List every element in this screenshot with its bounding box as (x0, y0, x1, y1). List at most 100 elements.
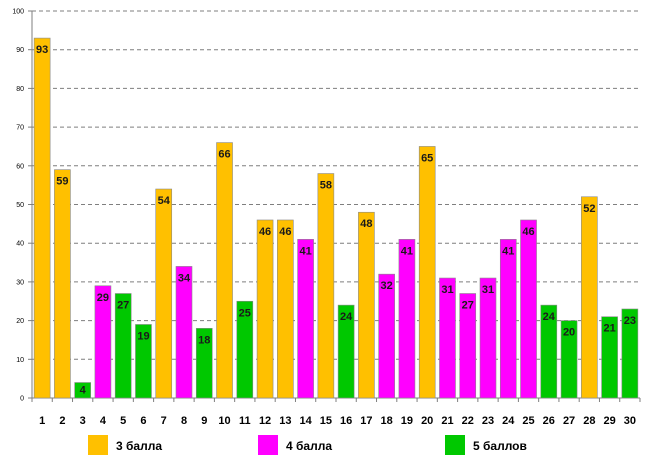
bar-9 (195, 328, 213, 399)
x-tick-label: 22 (462, 415, 474, 427)
y-tick-label: 20 (16, 318, 24, 325)
data-label: 31 (482, 284, 494, 296)
bar-21 (439, 277, 456, 399)
data-label: 27 (462, 300, 474, 312)
data-labels: 93 59 4 29 27 19 54 34 18 66 25 46 46 41 58 24 48 32 41 65 3… (36, 44, 636, 396)
data-label: 32 (381, 280, 393, 292)
y-axis-ticks: 0 10 20 30 40 50 60 70 80 90 100 (12, 9, 24, 403)
data-label: 31 (441, 284, 453, 296)
x-tick-label: 13 (279, 415, 291, 427)
x-tick-label: 11 (239, 415, 251, 427)
data-label: 34 (178, 272, 191, 284)
x-tick-label: 3 (80, 415, 86, 427)
data-label: 25 (239, 307, 251, 319)
x-tick-label: 4 (100, 415, 107, 427)
data-label: 54 (158, 195, 171, 207)
data-label: 65 (421, 152, 433, 164)
axes (28, 10, 641, 402)
y-tick-label: 50 (16, 202, 24, 209)
bar-19 (398, 239, 416, 399)
gridlines (32, 10, 640, 360)
x-tick-label: 29 (603, 415, 615, 427)
legend-label-5: 5 баллов (473, 439, 527, 453)
x-tick-label: 7 (161, 415, 167, 427)
legend-swatch-3 (88, 435, 108, 455)
bar-29 (601, 316, 618, 399)
bar-14 (297, 239, 314, 399)
y-tick-label: 0 (20, 396, 24, 403)
data-label: 41 (299, 245, 311, 257)
bar-4 (94, 285, 112, 399)
legend-label-4: 4 балла (286, 439, 332, 453)
data-label: 29 (97, 292, 109, 304)
x-tick-label: 26 (543, 415, 555, 427)
x-tick-label: 12 (259, 415, 271, 427)
data-label: 23 (624, 315, 636, 327)
y-tick-label: 60 (16, 163, 24, 170)
x-tick-label: 28 (583, 415, 595, 427)
x-tick-label: 20 (421, 415, 433, 427)
x-tick-label: 23 (482, 415, 494, 427)
x-tick-label: 18 (381, 415, 393, 427)
bar-8 (175, 266, 193, 399)
x-tick-label: 24 (502, 415, 515, 427)
x-tick-label: 6 (140, 415, 146, 427)
bar-11 (236, 300, 254, 399)
data-label: 19 (137, 330, 149, 342)
x-tick-label: 30 (624, 415, 636, 427)
x-tick-label: 27 (563, 415, 575, 427)
x-tick-label: 1 (39, 415, 45, 427)
y-tick-label: 70 (16, 125, 24, 132)
x-tick-label: 5 (120, 415, 126, 427)
x-tick-label: 25 (522, 415, 534, 427)
data-label: 58 (320, 180, 332, 192)
data-label: 66 (218, 149, 230, 161)
bar-17 (358, 211, 375, 399)
x-tick-label: 16 (340, 415, 352, 427)
data-label: 41 (502, 245, 514, 257)
y-tick-label: 90 (16, 47, 24, 54)
data-label: 59 (56, 176, 68, 188)
y-tick-label: 30 (16, 279, 24, 286)
bar-18 (378, 273, 395, 399)
bar-16 (337, 304, 355, 399)
data-label: 18 (198, 334, 210, 346)
bar-12 (256, 219, 274, 399)
legend-label-3: 3 балла (116, 439, 162, 453)
data-label: 48 (360, 218, 372, 230)
x-tick-label: 9 (201, 415, 207, 427)
legend-swatch-4 (258, 435, 278, 455)
x-tick-label: 19 (401, 415, 413, 427)
bar-26 (540, 304, 558, 399)
bar-2 (54, 169, 71, 399)
data-label: 27 (117, 300, 129, 312)
bar-22 (459, 293, 477, 399)
data-label: 46 (522, 226, 534, 238)
bar-30 (621, 308, 639, 399)
bar-25 (520, 219, 537, 399)
data-label: 20 (563, 327, 575, 339)
y-tick-label: 10 (16, 357, 24, 364)
bar-15 (317, 173, 335, 399)
y-tick-label: 40 (16, 241, 24, 248)
x-tick-label: 14 (299, 415, 312, 427)
bar-6 (135, 324, 152, 399)
y-tick-label: 100 (12, 9, 24, 16)
legend-swatch-5 (445, 435, 465, 455)
data-label: 46 (259, 226, 271, 238)
data-label: 24 (543, 311, 556, 323)
x-tick-label: 15 (320, 415, 332, 427)
bars (33, 37, 639, 399)
legend: 3 балла 4 балла 5 баллов (88, 435, 527, 455)
data-label: 93 (36, 44, 48, 56)
bar-10 (216, 142, 233, 399)
bar-13 (277, 219, 294, 399)
x-axis-ticks: 1 2 3 4 5 6 7 8 9 10 11 12 13 14 15 16 17 18 19 20 21 22 23 24 2… (39, 415, 636, 427)
bar-20 (418, 146, 436, 399)
bar-28 (581, 196, 598, 399)
data-label: 21 (603, 323, 615, 335)
bar-23 (479, 277, 497, 399)
bar-5 (114, 293, 132, 399)
data-label: 24 (340, 311, 353, 323)
